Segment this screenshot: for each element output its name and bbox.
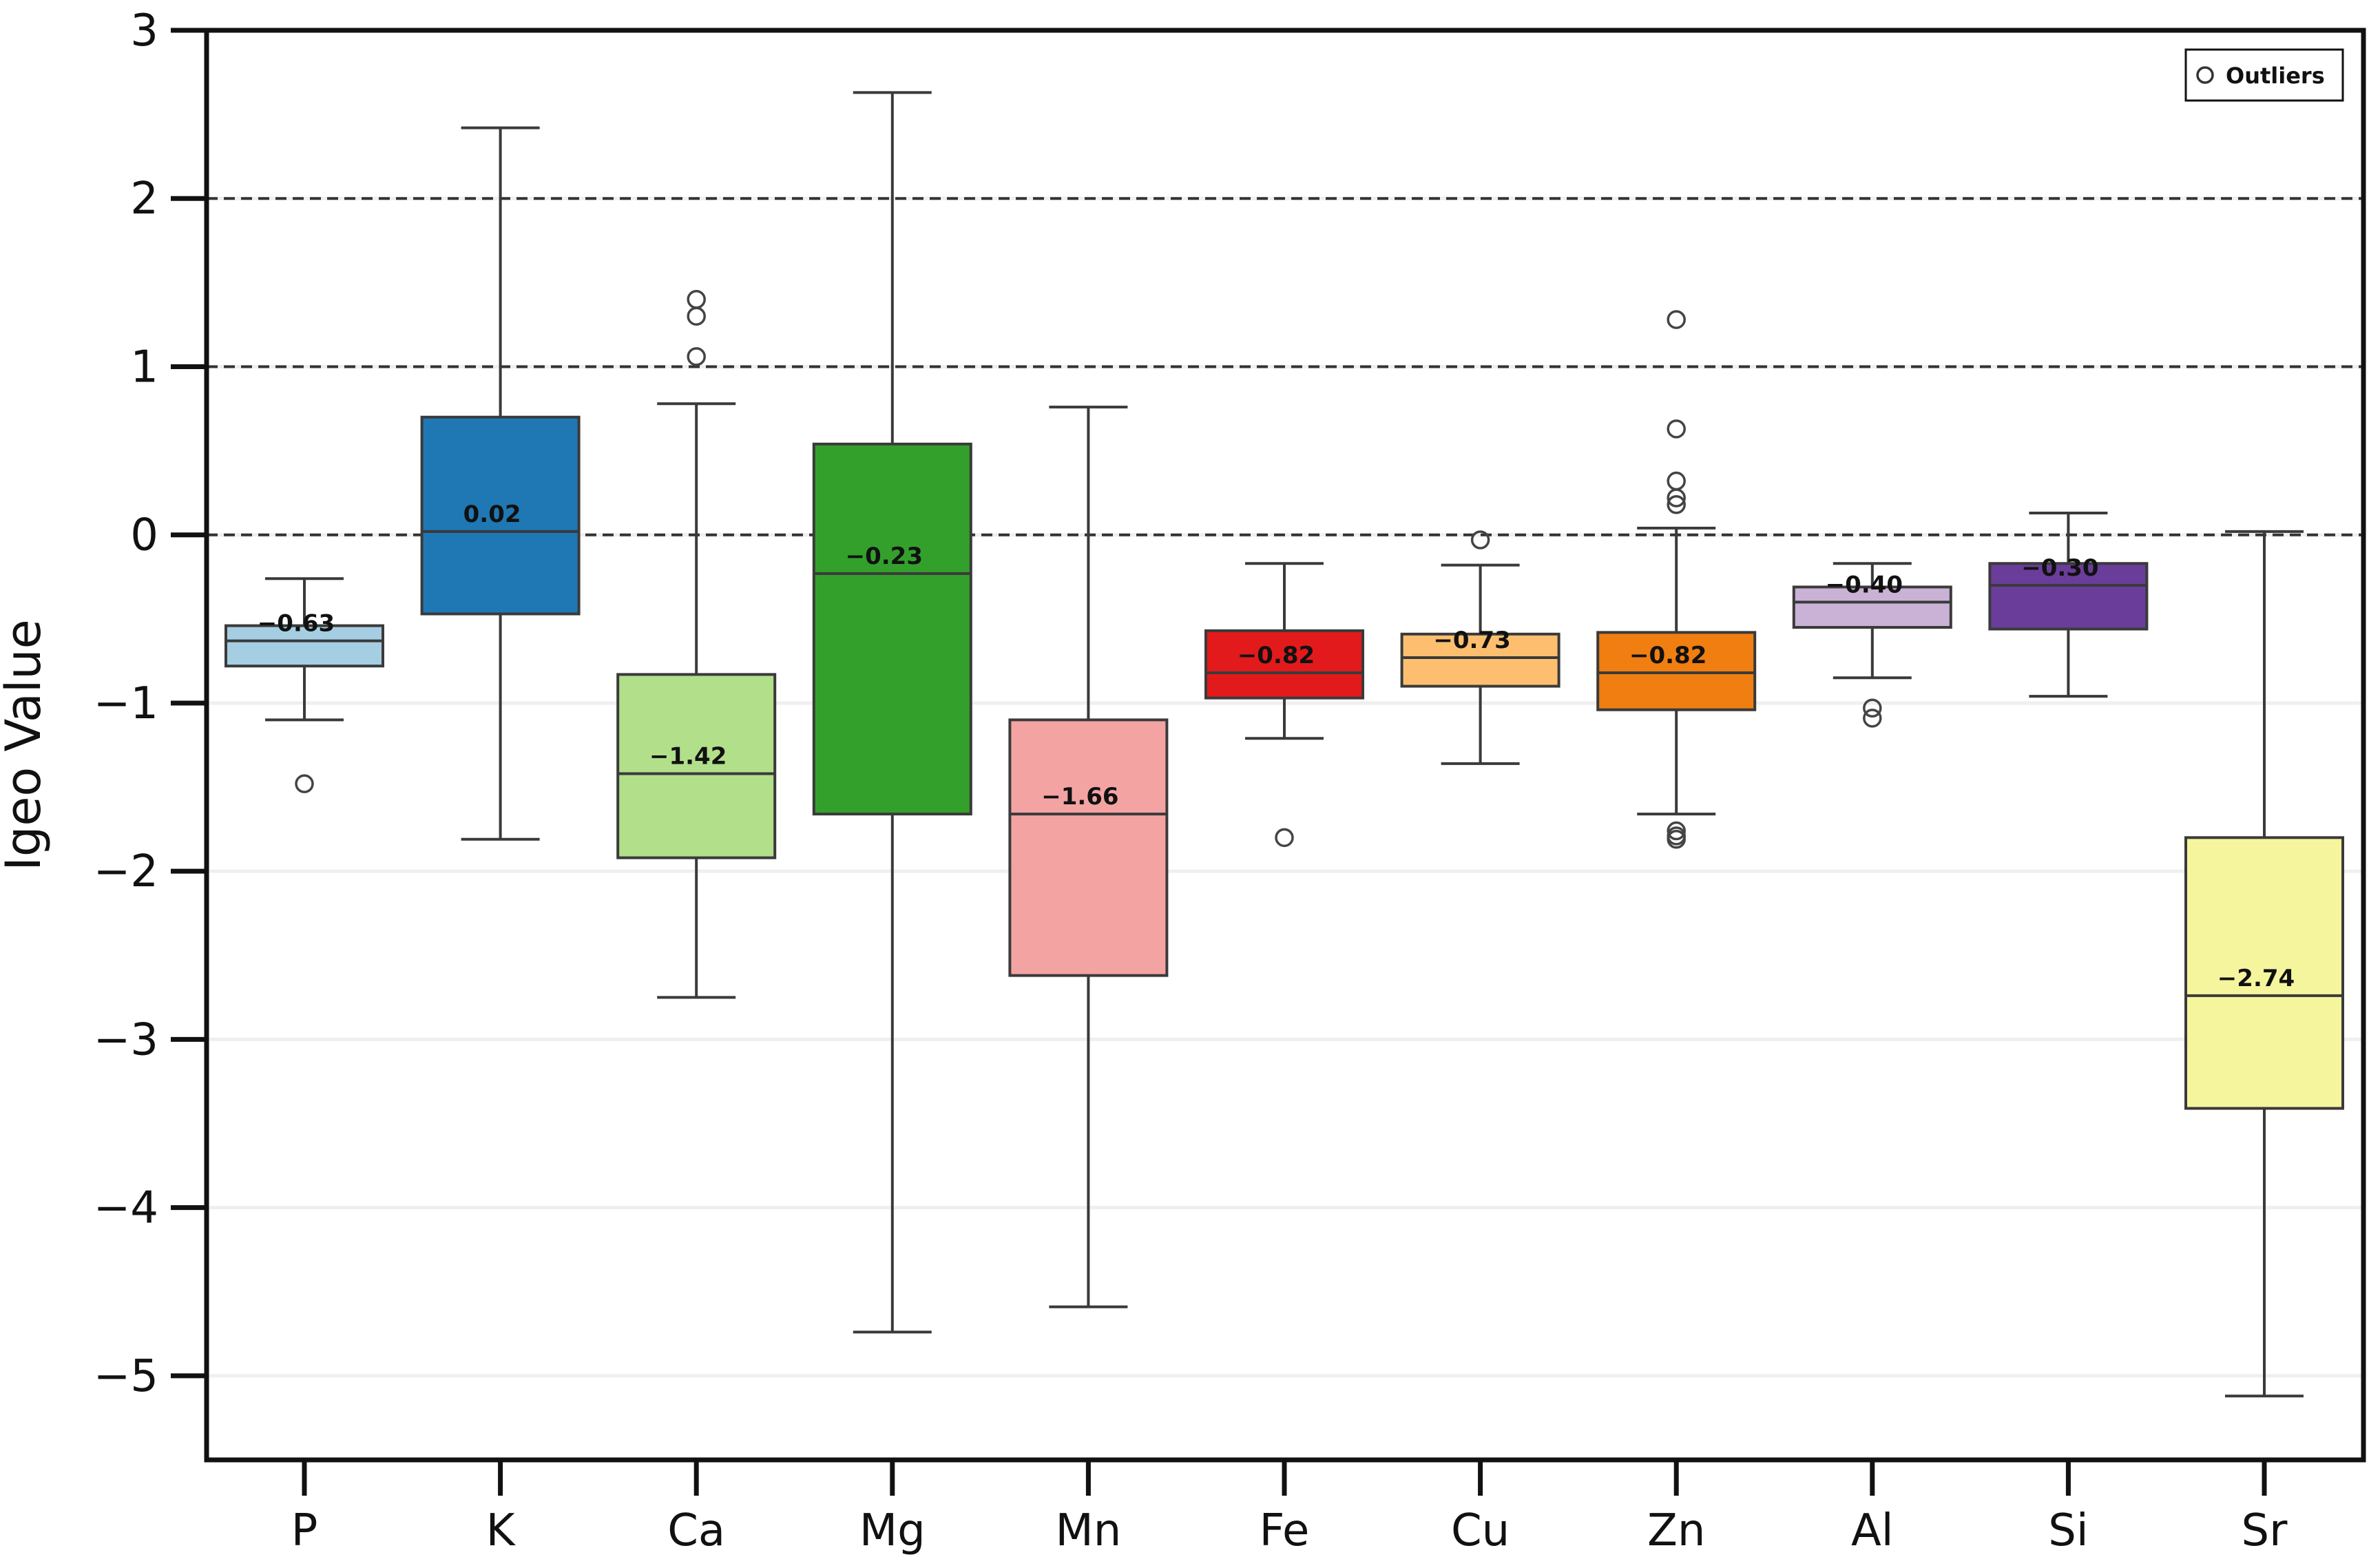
y-tick-label-8: −5 [94,1351,158,1402]
outlier-zn-3 [1667,488,1686,508]
outlier-al-1 [1863,709,1882,728]
box-group-al: −0.40 [1792,562,1952,728]
x-axis: P K Ca Mg Mn Fe Cu Zn Al Si Sr [291,1460,2288,1556]
box-ca [616,673,777,859]
median-label-ca: −1.42 [649,743,727,771]
median-label-mn: −1.66 [1041,783,1118,811]
legend-label: Outliers [2226,63,2325,89]
box-cu [1400,632,1560,688]
y-tick-label-1: 2 [130,174,158,224]
box-group-cu: −0.73 [1400,530,1560,765]
outlier-ca-1 [687,306,706,326]
outlier-ca-2 [687,347,706,366]
outlier-zn-5 [1667,821,1686,841]
y-tick-label-6: −3 [94,1014,158,1065]
box-group-mg: −0.23 [812,91,972,1334]
outlier-al-0 [1863,698,1882,718]
outlier-cu-0 [1470,530,1490,550]
x-tick-label-al: Al [1851,1505,1894,1556]
x-tick-label-p: P [291,1505,318,1556]
y-tick-label-5: −2 [94,846,158,897]
y-axis: 3 2 1 0 −1 −2 −3 −4 −5 [94,6,207,1402]
outlier-zn-0 [1667,310,1686,329]
median-label-cu: −0.73 [1433,627,1510,654]
box-group-zn: −0.82 [1596,310,1757,849]
y-tick-label-4: −1 [94,678,158,729]
x-tick-label-zn: Zn [1647,1505,1705,1556]
outlier-zn-1 [1667,419,1686,439]
outlier-zn-4 [1667,494,1686,514]
y-axis-label: Igeo Value [0,619,52,870]
box-mg [812,442,972,816]
legend-outlier-marker-icon [2196,66,2214,84]
reference-lines [207,197,2363,536]
box-mn [1008,718,1169,977]
y-tick-label-7: −4 [94,1183,158,1234]
outlier-p-0 [295,774,314,793]
median-label-al: −0.40 [1826,571,1903,598]
box-group-si: −0.30 [1988,511,2149,698]
box-group-fe: −0.82 [1204,562,1364,848]
boxes: −0.63 0.02 −1.42 −0.23 −1.66 −0.82 −0.73 −0.82 −… [225,91,2344,1398]
x-tick-label-si: Si [2048,1505,2088,1556]
median-label-k: 0.02 [463,501,521,528]
outlier-zn-7 [1667,830,1686,849]
x-tick-label-cu: Cu [1451,1505,1510,1556]
median-label-sr: −2.74 [2217,965,2295,992]
x-tick-label-mn: Mn [1056,1505,1122,1556]
y-tick-label-0: 3 [130,6,158,56]
median-label-zn: −0.82 [1629,642,1706,669]
median-label-si: −0.30 [2021,554,2098,582]
x-tick-label-ca: Ca [667,1505,725,1556]
legend: Outliers [2184,48,2344,102]
x-tick-label-k: K [486,1505,516,1556]
box-al [1792,585,1952,629]
median-label-fe: −0.82 [1238,642,1315,669]
box-sr [2184,836,2344,1110]
x-tick-label-fe: Fe [1260,1505,1310,1556]
box-group-k: 0.02 [420,126,581,841]
box-si [1988,562,2149,631]
box-fe [1204,629,1364,700]
median-label-mg: −0.23 [846,543,923,570]
y-tick-label-2: 1 [130,342,158,393]
box-group-p: −0.63 [225,577,384,793]
x-tick-label-mg: Mg [859,1505,926,1556]
y-tick-label-3: 0 [130,510,158,561]
box-group-mn: −1.66 [1008,406,1169,1308]
box-group-sr: −2.74 [2184,530,2344,1398]
box-zn [1596,631,1757,711]
box-p [225,624,384,668]
x-tick-label-sr: Sr [2242,1505,2288,1556]
median-label-p: −0.63 [258,610,335,638]
box-k [420,415,581,616]
box-group-ca: −1.42 [616,290,777,999]
outlier-fe-0 [1275,828,1294,848]
